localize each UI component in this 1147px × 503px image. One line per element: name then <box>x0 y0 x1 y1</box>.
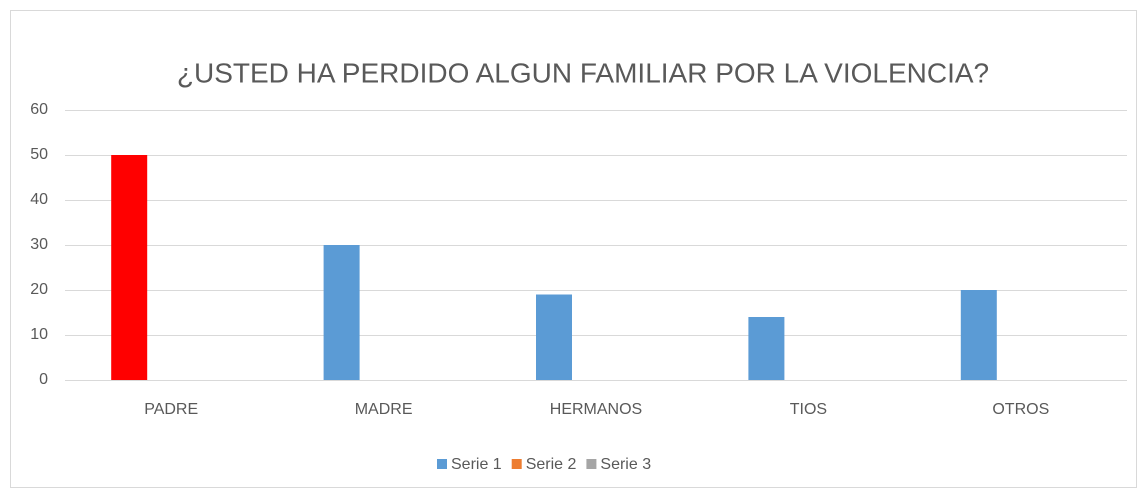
y-tick-label: 60 <box>30 101 48 118</box>
x-tick-label: TIOS <box>790 401 827 418</box>
legend-swatch <box>586 459 597 469</box>
legend-swatch <box>511 459 522 469</box>
bar <box>111 155 148 380</box>
bar <box>536 294 572 380</box>
chart-title: ¿USTED HA PERDIDO ALGUN FAMILIAR POR LA … <box>177 57 989 88</box>
bar <box>960 290 997 380</box>
legend-label: Serie 3 <box>600 456 651 473</box>
x-tick-label: PADRE <box>144 401 198 418</box>
y-tick-label: 50 <box>30 146 48 163</box>
legend-swatch <box>437 459 447 469</box>
x-tick-label: HERMANOS <box>550 401 642 418</box>
y-tick-label: 40 <box>30 191 48 208</box>
bar <box>748 317 785 380</box>
legend-label: Serie 1 <box>451 456 502 473</box>
y-tick-label: 0 <box>39 371 48 388</box>
chart-border <box>10 10 1137 488</box>
y-tick-label: 30 <box>30 236 48 253</box>
y-tick-label: 10 <box>30 326 48 343</box>
y-tick-label: 20 <box>30 281 48 298</box>
x-tick-label: MADRE <box>355 401 413 418</box>
legend-label: Serie 2 <box>526 456 577 473</box>
x-tick-label: OTROS <box>992 401 1049 418</box>
bar <box>323 245 360 380</box>
